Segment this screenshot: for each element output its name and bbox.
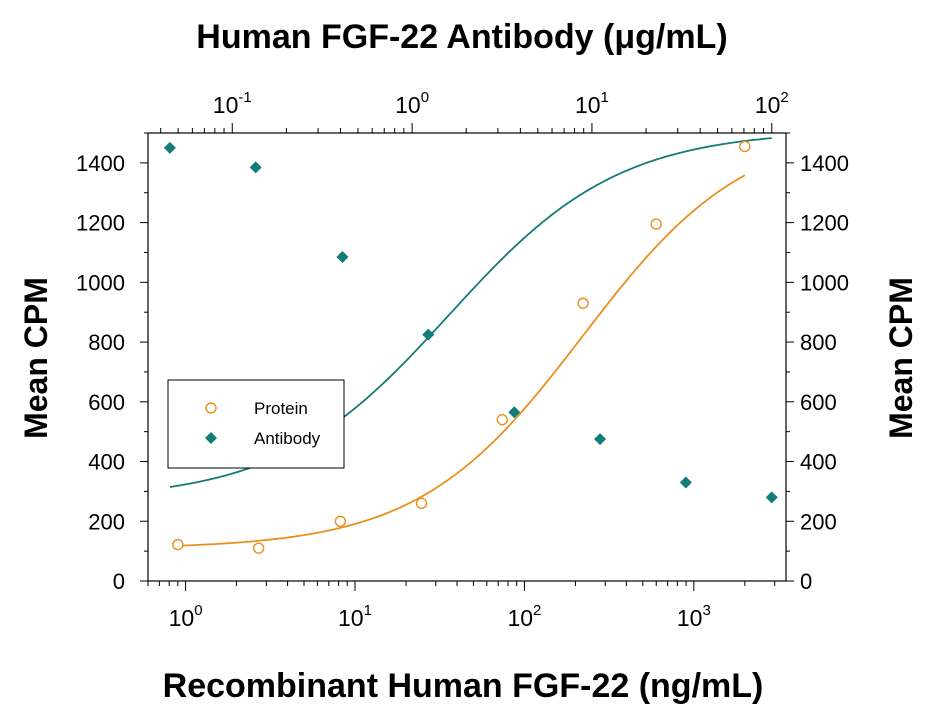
- right-y-axis-tick-label: 400: [800, 450, 837, 475]
- right-y-axis-tick-label: 200: [800, 509, 837, 534]
- left-y-axis-tick-label: 800: [88, 330, 125, 355]
- protein-point: [415, 497, 428, 510]
- antibody-point: [594, 433, 607, 446]
- plot-frame: [147, 132, 787, 582]
- legend-protein-label: Protein: [254, 399, 308, 418]
- data-markers: [163, 140, 778, 554]
- antibody-point: [336, 250, 349, 263]
- right-y-axis-tick-label: 1400: [800, 151, 849, 176]
- bottom-axis-tick-label: 103: [677, 602, 711, 631]
- top-axis-tick-label: 101: [575, 89, 609, 118]
- bottom-axis: 100 101 102 103: [147, 581, 776, 631]
- y-axis-title-left: Mean CPM: [18, 277, 54, 439]
- left-y-axis-tick-label: 0: [113, 569, 125, 594]
- fit-curves: [169, 137, 772, 547]
- protein-point: [334, 515, 347, 527]
- antibody-point: [508, 406, 521, 419]
- antibody-point: [679, 476, 692, 489]
- left-y-axis-tick-label: 1400: [76, 151, 125, 176]
- protein-point: [739, 140, 751, 153]
- legend-box: [167, 379, 345, 469]
- right-y-axis-tick-label: 1200: [800, 211, 849, 236]
- antibody-point: [765, 491, 778, 504]
- left-y-axis-tick-label: 1000: [76, 270, 125, 295]
- right-y-axis-tick-label: 1000: [800, 270, 849, 295]
- protein-point: [650, 218, 662, 230]
- left-y-axis-tick-label: 200: [88, 509, 125, 534]
- protein-point: [496, 414, 508, 426]
- legend-protein-marker: [205, 402, 217, 414]
- left-y-axis-tick-label: 400: [88, 450, 125, 475]
- top-axis-title: Human FGF-22 Antibody (μg/mL): [196, 18, 727, 56]
- top-axis-tick-label: 102: [755, 89, 789, 118]
- left-y-axis-tick-label: 1200: [76, 211, 125, 236]
- bottom-axis-tick-label: 102: [507, 602, 541, 631]
- y-axis-title-right: Mean CPM: [883, 277, 919, 439]
- left-y-axis: 0 200 400 600 800 1000 1200 1400: [76, 132, 148, 594]
- protein-point: [577, 297, 589, 309]
- bottom-axis-tick-label: 101: [338, 602, 372, 631]
- bottom-axis-tick-label: 100: [169, 602, 203, 631]
- protein-point: [172, 538, 184, 551]
- left-y-axis-tick-label: 600: [88, 390, 125, 415]
- antibody-point: [163, 141, 176, 154]
- legend-antibody-label: Antibody: [254, 429, 321, 448]
- top-axis-tick-label: 100: [395, 89, 429, 118]
- legend-antibody-marker: [205, 432, 217, 444]
- top-axis-tick-label: 10-1: [213, 89, 252, 118]
- protein-fit-curve: [177, 174, 746, 547]
- x-axis-title: Recombinant Human FGF-22 (ng/mL): [163, 667, 764, 705]
- legend: Protein Antibody: [167, 379, 345, 469]
- protein-point: [252, 542, 265, 554]
- antibody-point: [249, 161, 262, 174]
- right-y-axis-tick-label: 600: [800, 390, 837, 415]
- antibody-point: [422, 328, 435, 341]
- top-axis: 10-1 100 101 102: [160, 89, 789, 133]
- right-y-axis: 0 200 400 600 800 1000 1200 1400: [786, 132, 849, 594]
- right-y-axis-tick-label: 0: [800, 569, 812, 594]
- right-y-axis-tick-label: 800: [800, 330, 837, 355]
